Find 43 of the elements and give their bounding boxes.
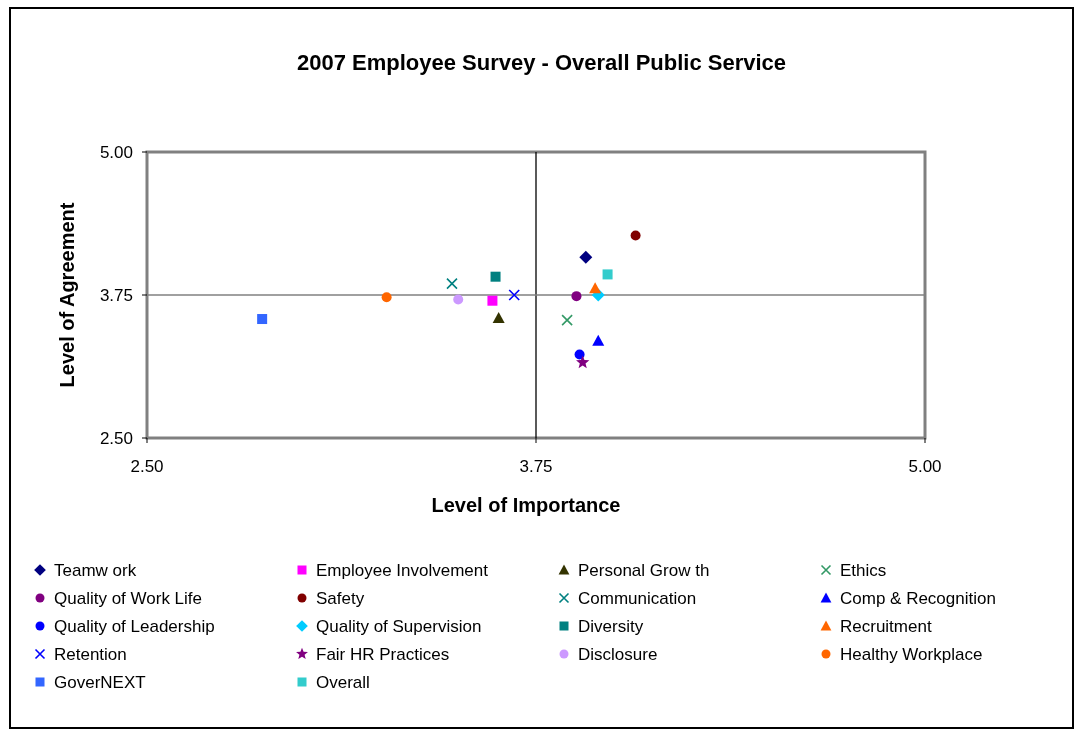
y-tick-label: 2.50 bbox=[99, 429, 133, 448]
point bbox=[508, 289, 521, 301]
chart-title: 2007 Employee Survey - Overall Public Service bbox=[296, 50, 787, 75]
x-tick-label: 2.50 bbox=[130, 457, 164, 476]
y-tick-label: 5.00 bbox=[99, 143, 133, 162]
legend-label: Retention bbox=[54, 645, 127, 664]
legend-label: Personal Grow th bbox=[578, 561, 710, 580]
point bbox=[487, 295, 498, 306]
point bbox=[257, 314, 268, 325]
legend-label: Quality of Leadership bbox=[54, 617, 215, 636]
point bbox=[592, 334, 605, 346]
legend-label: Safety bbox=[316, 589, 365, 608]
x-tick-label: 5.00 bbox=[908, 457, 942, 476]
point bbox=[381, 292, 392, 303]
legend-label: Quality of Supervision bbox=[316, 617, 482, 636]
x-axis-title: Level of Importance bbox=[431, 494, 621, 516]
point bbox=[561, 314, 573, 326]
legend-label: Teamw ork bbox=[54, 561, 137, 580]
legend-label: Recruitment bbox=[840, 617, 932, 636]
point bbox=[630, 230, 641, 241]
legend-label: Disclosure bbox=[578, 645, 658, 664]
point bbox=[453, 294, 464, 305]
legend-label: Ethics bbox=[840, 561, 887, 580]
point bbox=[492, 311, 505, 323]
legend-label: Healthy Workplace bbox=[840, 645, 983, 664]
legend-label: Overall bbox=[316, 673, 370, 692]
legend-label: Communication bbox=[578, 589, 697, 608]
legend-label: Fair HR Practices bbox=[316, 645, 450, 664]
legend-label: Diversity bbox=[578, 617, 644, 636]
legend-label: Employee Involvement bbox=[316, 561, 489, 580]
point bbox=[602, 269, 613, 280]
legend-label: Comp & Recognition bbox=[840, 589, 996, 608]
point bbox=[579, 250, 593, 264]
y-axis-title: Level of Agreement bbox=[56, 202, 78, 388]
point bbox=[571, 291, 582, 302]
point bbox=[576, 355, 590, 369]
point bbox=[490, 271, 501, 282]
y-tick-label: 3.75 bbox=[99, 286, 133, 305]
legend-label: Quality of Work Life bbox=[54, 589, 203, 608]
point bbox=[589, 282, 602, 294]
x-tick-label: 3.75 bbox=[519, 457, 553, 476]
legend-label: GoverNEXT bbox=[54, 673, 146, 692]
point bbox=[446, 277, 458, 290]
